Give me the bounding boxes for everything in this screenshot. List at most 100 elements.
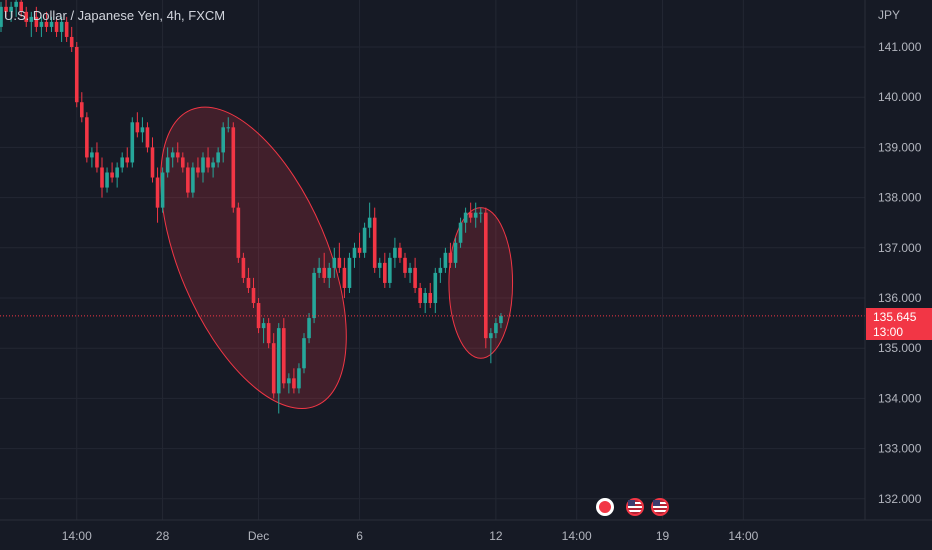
time-tick-label: 28 — [156, 529, 170, 543]
candle-body — [226, 127, 231, 129]
price-axis[interactable]: 132.000 133.000 134.000 135.000 136.000 137.0… — [878, 40, 922, 506]
candle-body — [150, 147, 155, 178]
time-tick-label: 19 — [656, 529, 670, 543]
candle-body — [115, 167, 119, 178]
candle-body — [357, 247, 362, 253]
price-tick-label: 140.000 — [878, 90, 922, 104]
candle-body — [29, 16, 34, 22]
candle-body — [347, 257, 352, 288]
candle-body — [398, 247, 402, 258]
candle-body — [261, 323, 266, 329]
candle-body — [201, 157, 205, 173]
candle-body — [100, 167, 104, 188]
candle-body — [372, 217, 377, 268]
price-tick-label: 132.000 — [878, 492, 922, 506]
candle-body — [448, 252, 453, 263]
candle-body — [473, 212, 478, 218]
candle-body — [39, 21, 44, 27]
time-tick-label: Dec — [248, 529, 269, 543]
candle-body — [423, 292, 427, 304]
price-tick-label: 138.000 — [878, 191, 922, 205]
candle-body — [377, 262, 382, 268]
candle-body — [453, 242, 458, 263]
candle-body — [181, 157, 185, 168]
candle-body — [44, 21, 49, 27]
candle-body — [297, 368, 301, 389]
currency-label: JPY — [878, 8, 900, 22]
candle-body — [221, 127, 225, 153]
us-flag-icon[interactable] — [651, 498, 669, 516]
candle-body — [362, 227, 367, 253]
time-axis[interactable]: 14:00 28 Dec 6 12 14:00 19 14:00 — [62, 529, 759, 543]
candle-body — [120, 157, 124, 168]
time-tick-label: 14:00 — [728, 529, 758, 543]
candle-body — [125, 157, 130, 163]
candle-body — [342, 267, 347, 288]
candle-body — [80, 102, 84, 118]
highlight-ellipse — [448, 207, 514, 359]
bar-countdown: 13:00 — [873, 325, 904, 339]
candle-body — [413, 267, 417, 288]
candle-body — [337, 257, 342, 268]
candle-body — [458, 222, 463, 243]
candle-body — [317, 267, 321, 273]
candle-body — [282, 328, 286, 384]
candle-body — [0, 6, 3, 27]
candle-body — [489, 333, 493, 339]
candle-body — [241, 257, 246, 278]
candle-body — [155, 177, 160, 208]
candle-body — [74, 47, 79, 103]
candle-body — [110, 172, 114, 178]
flag-marker-icon[interactable] — [596, 498, 614, 516]
candle-body — [130, 122, 135, 163]
candle-body — [4, 6, 8, 12]
price-tick-label: 134.000 — [878, 391, 922, 405]
candle-body — [271, 343, 276, 394]
candles — [0, 0, 503, 414]
candle-body — [216, 152, 220, 163]
candle-body — [59, 21, 64, 32]
candle-body — [236, 207, 241, 258]
candle-body — [34, 16, 39, 27]
candle-body — [64, 21, 69, 37]
candle-body — [85, 117, 89, 158]
candle-body — [175, 152, 180, 158]
candle-body — [95, 152, 99, 168]
candle-body — [312, 272, 316, 319]
candle-body — [478, 212, 483, 214]
candle-body — [145, 127, 150, 148]
candle-body — [54, 21, 59, 32]
time-tick-label: 14:00 — [562, 529, 592, 543]
last-price-tag: 135.645 13:00 — [866, 308, 932, 340]
candle-body — [302, 338, 306, 369]
candle-body — [90, 152, 94, 158]
candle-body — [196, 167, 200, 173]
candle-body — [388, 257, 392, 283]
candle-body — [443, 252, 448, 268]
candle-body — [191, 167, 195, 193]
candle-body — [266, 323, 271, 344]
candle-body — [165, 157, 170, 173]
price-tick-label: 141.000 — [878, 40, 922, 54]
symbol-title[interactable]: U.S. Dollar / Japanese Yen, 4h, FXCM — [4, 8, 226, 23]
time-tick-label: 14:00 — [62, 529, 92, 543]
candle-body — [433, 272, 438, 304]
candle-body — [418, 287, 422, 304]
highlight-ellipse — [160, 106, 347, 410]
us-flag-icon[interactable] — [626, 498, 644, 516]
last-price-value: 135.645 — [873, 310, 917, 324]
candle-body — [499, 315, 503, 324]
candle-body — [49, 21, 54, 27]
candle-body — [160, 172, 165, 208]
candle-body — [468, 212, 473, 218]
candle-body — [246, 277, 251, 288]
candle-body — [292, 378, 296, 389]
candle-body — [211, 162, 215, 168]
price-tick-label: 135.000 — [878, 341, 922, 355]
candle-body — [231, 127, 236, 208]
candle-body — [251, 287, 256, 304]
candle-body — [105, 172, 109, 188]
candle-body — [9, 6, 13, 12]
price-tick-label: 139.000 — [878, 140, 922, 154]
